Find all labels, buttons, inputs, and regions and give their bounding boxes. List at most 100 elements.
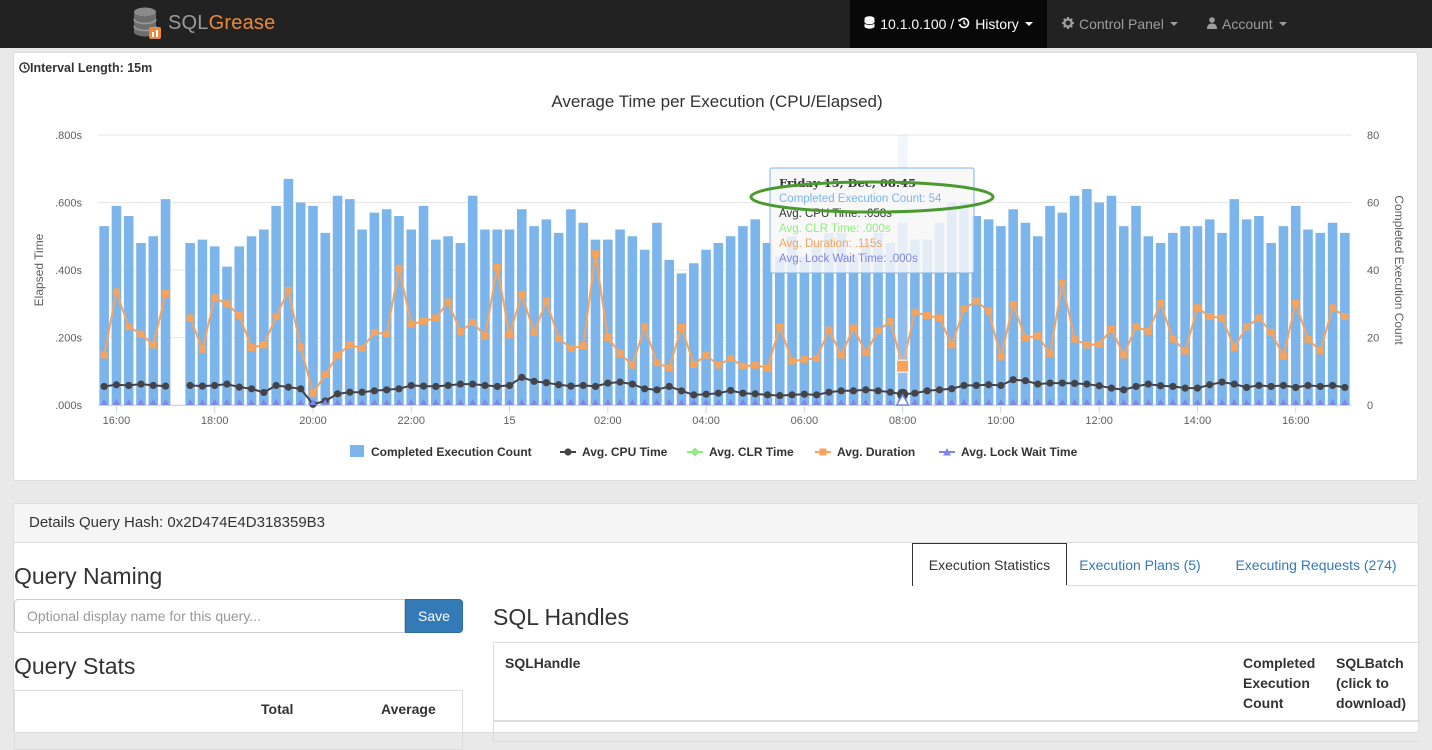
x-tick-label: 16:00	[103, 415, 131, 427]
duration-point	[444, 298, 452, 306]
lock-wait-point	[678, 399, 686, 405]
cpu-point	[579, 381, 587, 390]
cpu-point	[1230, 380, 1238, 388]
duration-point	[272, 313, 280, 321]
query-stats-table: Total Average	[14, 690, 463, 750]
execution-count-bar	[394, 216, 404, 405]
cpu-point	[1267, 382, 1275, 391]
cpu-point	[985, 381, 993, 389]
cpu-point	[481, 381, 489, 390]
lock-wait-point	[420, 399, 428, 405]
lock-wait-point	[1329, 399, 1337, 405]
execution-count-bar	[1094, 202, 1104, 405]
duration-point	[1329, 304, 1337, 312]
cpu-point	[493, 382, 501, 391]
brand-logo[interactable]: SQLGrease	[132, 5, 275, 41]
x-tick-label: 02:00	[594, 415, 622, 427]
y-tick-label: .000s	[55, 400, 82, 412]
y-tick-label: .200s	[55, 333, 82, 345]
lock-wait-point	[383, 399, 391, 405]
cpu-point	[1255, 381, 1263, 390]
cpu-point	[665, 382, 673, 391]
lock-wait-point	[370, 399, 378, 405]
history-dropdown[interactable]: 10.1.0.100 / History	[850, 0, 1047, 48]
duration-point	[112, 288, 120, 296]
execution-count-bar	[725, 236, 736, 405]
cpu-point	[1120, 386, 1128, 394]
execution-count-bar	[910, 239, 920, 405]
duration-point	[862, 349, 870, 357]
execution-count-bar	[406, 229, 417, 405]
duration-point	[849, 324, 857, 332]
tab-executing-requests[interactable]: Executing Requests (274)	[1235, 556, 1397, 573]
lock-wait-point	[309, 399, 317, 405]
lock-wait-point	[874, 399, 882, 405]
x-tick-label: 22:00	[397, 415, 425, 427]
cpu-point	[1132, 382, 1140, 391]
execution-count-bar	[136, 243, 146, 405]
lock-wait-point	[555, 399, 563, 405]
tabs-underline	[1066, 585, 1419, 586]
execution-count-bar	[762, 243, 773, 405]
execution-count-bar	[799, 256, 810, 405]
duration-point	[1181, 347, 1189, 355]
execution-count-bar	[553, 232, 564, 405]
tab-execution-plans[interactable]: Execution Plans (5)	[1079, 556, 1201, 573]
execution-count-bar	[1131, 205, 1141, 405]
save-button[interactable]: Save	[405, 599, 463, 633]
tab-execution-statistics[interactable]: Execution Statistics	[912, 543, 1067, 586]
execution-count-bar	[897, 222, 908, 405]
lock-wait-point	[1218, 399, 1226, 405]
duration-point	[579, 342, 587, 350]
execution-count-bar	[603, 239, 613, 405]
cpu-point	[997, 381, 1005, 390]
duration-point	[1132, 323, 1140, 331]
y2-tick-label: 20	[1367, 333, 1379, 345]
execution-count-bar	[381, 209, 392, 405]
duration-point	[407, 320, 415, 328]
duration-point	[383, 330, 391, 338]
lock-wait-point	[358, 399, 366, 405]
y2-tick-label: 0	[1367, 400, 1373, 412]
lock-wait-point	[923, 399, 931, 405]
cpu-point	[948, 385, 956, 393]
duration-point	[1107, 325, 1115, 333]
duration-point	[506, 331, 514, 339]
cpu-point	[862, 386, 870, 394]
display-name-input[interactable]	[14, 599, 405, 633]
duration-point	[1157, 299, 1165, 307]
lock-wait-point	[186, 399, 194, 405]
duration-point	[1206, 313, 1214, 321]
duration-point	[432, 314, 440, 322]
lock-wait-point	[530, 399, 538, 405]
execution-count-bar	[1168, 232, 1178, 405]
cpu-point	[739, 389, 747, 397]
execution-chart[interactable]: Average Time per Execution (CPU/Elapsed)…	[14, 53, 1419, 482]
lock-wait-point	[702, 399, 710, 405]
execution-count-bar	[1020, 222, 1031, 405]
execution-count-bar	[185, 243, 195, 405]
annotation-ellipse	[749, 180, 995, 214]
stats-col-average: Average	[381, 701, 436, 717]
execution-count-bar	[492, 229, 503, 405]
lock-wait-point	[837, 399, 845, 405]
control-panel-dropdown[interactable]: Control Panel	[1062, 0, 1178, 48]
lock-wait-point	[432, 399, 440, 405]
duration-point	[555, 334, 563, 342]
y-tick-label: .400s	[55, 265, 82, 277]
brand-sql-text: SQL	[168, 11, 209, 34]
lock-wait-point	[1316, 399, 1324, 405]
lock-wait-point	[763, 399, 771, 405]
execution-count-bar	[652, 222, 662, 405]
execution-count-bar	[1045, 205, 1055, 405]
cpu-point	[702, 390, 710, 398]
lock-wait-point	[714, 399, 722, 405]
duration-point	[1230, 344, 1238, 352]
duration-point	[1243, 323, 1251, 331]
lock-wait-point	[346, 399, 354, 405]
cpu-point	[370, 387, 378, 395]
duration-point	[886, 317, 894, 325]
execution-count-bar	[1180, 226, 1190, 405]
account-dropdown[interactable]: Account	[1207, 0, 1287, 48]
execution-count-bar	[738, 226, 748, 405]
